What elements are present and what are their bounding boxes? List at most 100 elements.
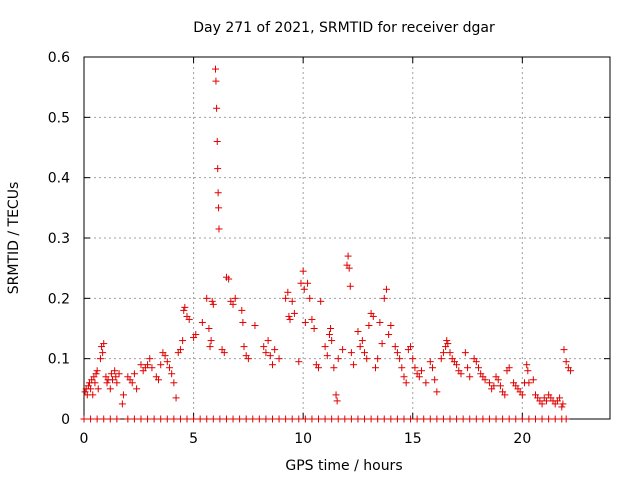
data-point — [183, 415, 191, 423]
data-point — [172, 394, 180, 402]
x-tick-label: 15 — [404, 431, 422, 447]
data-point — [446, 349, 454, 357]
data-point — [529, 376, 537, 384]
data-point — [284, 288, 292, 296]
data-point — [356, 343, 364, 351]
y-axis: 0 0.1 0.2 0.3 0.4 0.5 0.6 — [48, 50, 610, 428]
data-point — [264, 337, 272, 345]
data-point — [420, 415, 428, 423]
data-point — [479, 415, 487, 423]
data-point — [212, 77, 220, 85]
data-point — [524, 367, 532, 375]
data-point — [108, 376, 116, 384]
grid — [84, 57, 610, 419]
data-point — [542, 397, 550, 405]
data-point — [398, 364, 406, 372]
data-point — [295, 358, 303, 366]
data-point — [485, 415, 493, 423]
data-point — [437, 355, 445, 363]
data-point — [308, 315, 316, 323]
x-tick-label: 0 — [80, 431, 89, 447]
data-point — [113, 379, 121, 387]
data-point — [358, 337, 366, 345]
data-point — [453, 361, 461, 369]
data-point — [391, 343, 399, 351]
data-point — [459, 415, 467, 423]
data-point — [260, 343, 268, 351]
x-axis-label: GPS time / hours — [285, 458, 402, 474]
data-point — [380, 415, 388, 423]
data-point — [512, 415, 520, 423]
data-point — [396, 355, 404, 363]
data-point — [505, 415, 513, 423]
data-point — [481, 376, 489, 384]
data-point — [562, 415, 570, 423]
data-point — [525, 379, 533, 387]
data-point — [165, 364, 173, 372]
data-point — [231, 294, 239, 302]
data-point — [339, 346, 347, 354]
data-point — [457, 370, 465, 378]
data-point — [155, 376, 163, 384]
data-point — [346, 282, 354, 290]
data-point — [112, 373, 120, 381]
data-point — [205, 325, 213, 332]
data-point — [196, 415, 204, 423]
data-point — [323, 352, 331, 360]
y-tick-label: 0.6 — [48, 50, 70, 66]
data-point — [275, 355, 283, 363]
data-point — [345, 264, 353, 272]
data-point — [531, 415, 539, 423]
data-point — [157, 415, 165, 423]
data-point — [310, 325, 318, 332]
data-point — [330, 364, 338, 372]
data-point — [115, 370, 123, 378]
data-point — [411, 364, 419, 372]
data-point — [137, 361, 145, 369]
data-point — [229, 300, 237, 308]
data-point — [334, 415, 342, 423]
data-point — [103, 379, 111, 387]
data-point — [407, 343, 415, 351]
data-point — [192, 331, 200, 339]
data-point — [100, 415, 108, 423]
data-point — [393, 349, 401, 357]
data-point — [229, 415, 237, 423]
data-point — [317, 297, 325, 305]
data-point — [128, 379, 136, 387]
data-point — [146, 355, 154, 363]
data-point — [431, 376, 439, 384]
data-point — [144, 415, 152, 423]
data-point — [251, 321, 259, 329]
data-point — [369, 312, 377, 320]
data-point — [113, 415, 121, 423]
data-point — [288, 415, 296, 423]
data-point — [422, 379, 430, 387]
data-point — [170, 379, 178, 387]
data-point — [426, 415, 434, 423]
data-point — [208, 297, 216, 305]
data-point — [315, 415, 323, 423]
y-tick-label: 0 — [61, 412, 70, 428]
data-point — [301, 415, 309, 423]
data-point — [238, 306, 246, 314]
data-point — [181, 303, 189, 311]
data-point — [299, 267, 307, 275]
data-point — [466, 415, 474, 423]
data-point — [91, 379, 99, 387]
data-point — [148, 364, 156, 372]
data-point — [328, 337, 336, 345]
data-point — [300, 285, 308, 293]
data-point — [225, 275, 233, 283]
data-point — [96, 355, 104, 363]
data-point — [262, 415, 270, 423]
data-point — [301, 318, 309, 326]
data-point — [361, 349, 369, 357]
data-point — [161, 352, 169, 360]
data-point — [222, 415, 230, 423]
data-point — [380, 294, 388, 302]
data-point — [176, 415, 184, 423]
data-point — [163, 358, 171, 366]
data-point — [163, 415, 171, 423]
data-point — [365, 321, 373, 329]
